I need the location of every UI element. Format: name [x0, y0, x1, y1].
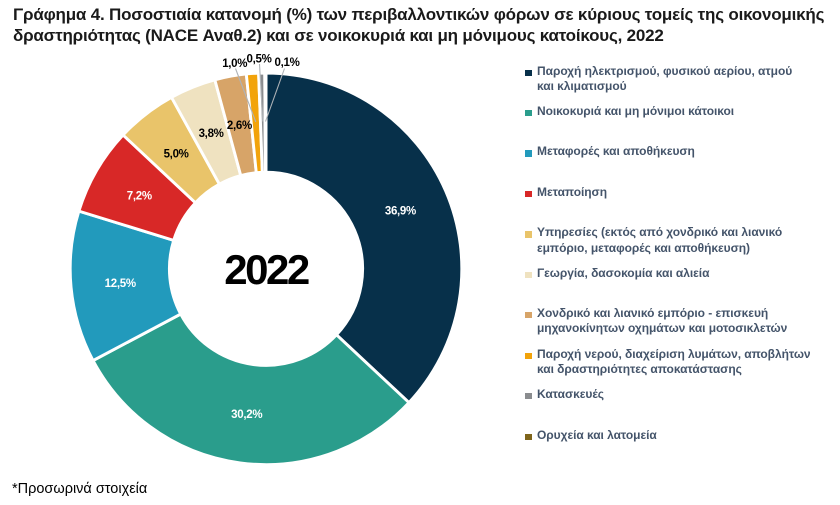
svg-text:30,2%: 30,2%: [231, 409, 262, 421]
svg-text:1,0%: 1,0%: [222, 58, 247, 70]
svg-text:2022: 2022: [224, 246, 309, 293]
svg-text:5,0%: 5,0%: [164, 148, 189, 160]
svg-text:0,1%: 0,1%: [274, 57, 299, 69]
svg-text:3,8%: 3,8%: [199, 128, 224, 140]
svg-text:12,5%: 12,5%: [105, 278, 136, 290]
svg-text:0,5%: 0,5%: [246, 54, 271, 66]
svg-text:2,6%: 2,6%: [227, 120, 252, 132]
svg-text:7,2%: 7,2%: [127, 191, 152, 203]
svg-text:36,9%: 36,9%: [385, 206, 416, 218]
